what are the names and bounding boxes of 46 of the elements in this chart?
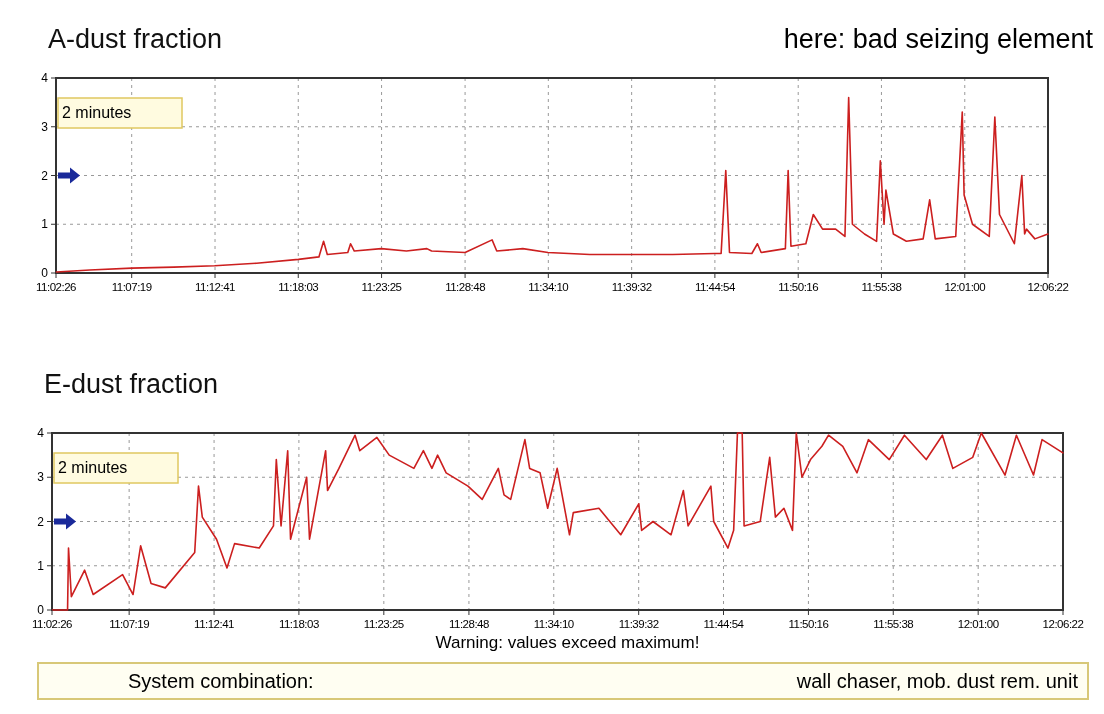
x-tick-label: 11:23:25 <box>363 618 404 630</box>
x-tick-label: 11:02:26 <box>36 281 77 293</box>
x-tick-label: 11:39:32 <box>618 618 659 630</box>
y-tick-label: 4 <box>37 426 45 441</box>
y-tick-label: 0 <box>37 603 45 618</box>
x-tick-label: 11:12:41 <box>194 618 235 630</box>
x-tick-label: 11:18:03 <box>278 281 319 293</box>
x-tick-label: 11:50:16 <box>778 281 819 293</box>
x-tick-label: 11:02:26 <box>32 618 73 630</box>
x-tick-label: 12:01:00 <box>944 281 986 293</box>
x-tick-label: 11:50:16 <box>788 618 829 630</box>
y-tick-label: 4 <box>41 71 49 86</box>
text: System combination: <box>128 670 314 692</box>
x-tick-label: 11:55:38 <box>861 281 902 293</box>
y-tick-label: 2 <box>41 168 49 183</box>
x-tick-label: 11:28:48 <box>445 281 486 293</box>
y-tick-label: 0 <box>41 266 49 281</box>
x-tick-label: 11:34:10 <box>533 618 574 630</box>
text: wall chaser, mob. dust rem. unit <box>795 670 1079 692</box>
text: Warning: values exceed maximum! <box>435 633 700 652</box>
line-series <box>55 96 1049 273</box>
x-tick-label: 11:12:41 <box>195 281 236 293</box>
chart-title: A-dust fraction <box>48 24 223 54</box>
y-tick-label: 2 <box>37 514 45 529</box>
y-tick-label: 1 <box>37 558 45 573</box>
x-tick-label: 12:06:22 <box>1042 618 1084 630</box>
x-tick-label: 12:06:22 <box>1027 281 1069 293</box>
y-tick-label: 3 <box>41 119 49 134</box>
x-tick-label: 11:55:38 <box>873 618 914 630</box>
x-tick-label: 12:01:00 <box>957 618 999 630</box>
x-tick-label: 11:44:54 <box>694 281 736 293</box>
x-tick-label: 11:39:32 <box>611 281 652 293</box>
y-tick-label: 3 <box>37 470 45 485</box>
text: here: bad seizing element <box>783 24 1094 54</box>
y-tick-label: 1 <box>41 217 49 232</box>
x-tick-label: 11:44:54 <box>703 618 745 630</box>
x-tick-label: 11:34:10 <box>528 281 569 293</box>
x-tick-label: 11:28:48 <box>448 618 489 630</box>
annotation: 2 minutes <box>58 459 128 476</box>
x-tick-label: 11:07:19 <box>111 281 152 293</box>
line-series <box>51 432 1064 611</box>
x-tick-label: 11:07:19 <box>109 618 150 630</box>
chart-title: E-dust fraction <box>44 369 219 399</box>
x-tick-label: 11:23:25 <box>361 281 402 293</box>
annotation: 2 minutes <box>62 104 132 121</box>
x-tick-label: 11:18:03 <box>278 618 319 630</box>
